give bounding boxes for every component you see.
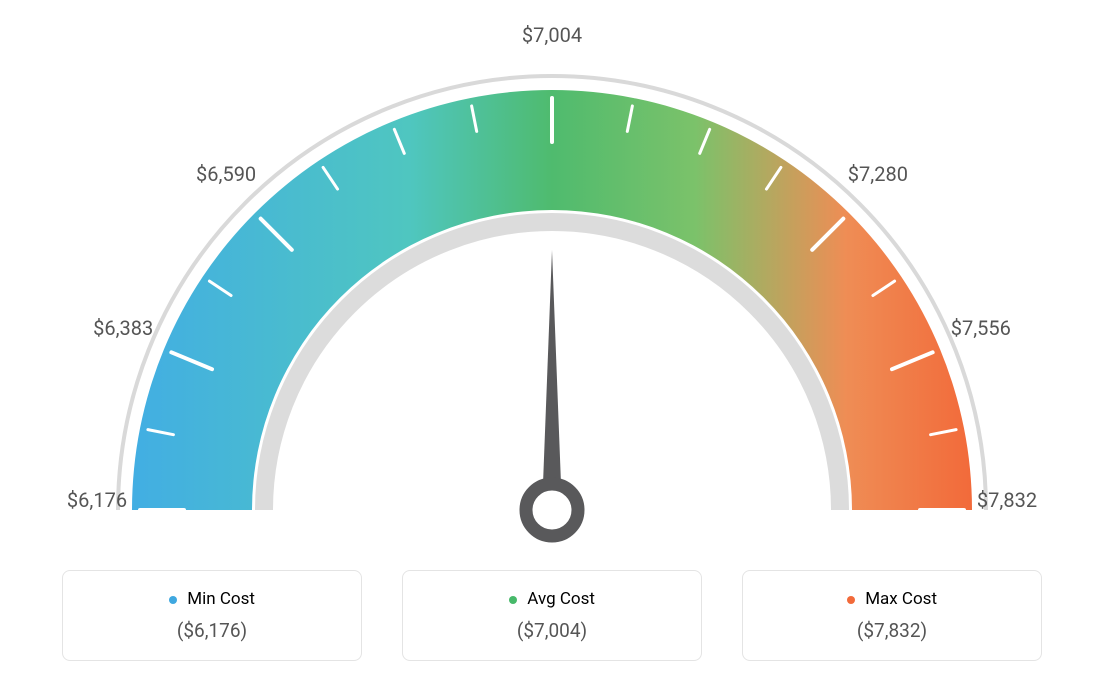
legend-label-max: Max Cost — [865, 589, 937, 609]
gauge-chart: $6,176 $6,383 $6,590 $7,004 $7,280 $7,556 $7,8… — [20, 20, 1084, 550]
legend-title-avg: Avg Cost — [427, 589, 677, 609]
legend-card-avg: Avg Cost ($7,004) — [402, 570, 702, 661]
legend-dot-max — [847, 596, 855, 604]
legend-value-min: ($6,176) — [87, 619, 337, 642]
legend-label-min: Min Cost — [187, 589, 255, 609]
legend-card-min: Min Cost ($6,176) — [62, 570, 362, 661]
gauge-tick-label: $7,556 — [951, 316, 1011, 340]
legend-dot-avg — [509, 596, 517, 604]
gauge-tick-label: $7,004 — [522, 23, 582, 47]
legend-label-avg: Avg Cost — [527, 589, 595, 609]
legend-row: Min Cost ($6,176) Avg Cost ($7,004) Max … — [20, 570, 1084, 661]
legend-dot-min — [169, 596, 177, 604]
gauge-tick-label: $6,176 — [67, 488, 127, 512]
legend-value-avg: ($7,004) — [427, 619, 677, 642]
gauge-tick-label: $6,590 — [196, 162, 256, 186]
gauge-tick-label: $6,383 — [93, 316, 153, 340]
legend-title-max: Max Cost — [767, 589, 1017, 609]
legend-title-min: Min Cost — [87, 589, 337, 609]
gauge-tick-label: $7,280 — [848, 162, 908, 186]
gauge-svg — [20, 20, 1084, 550]
legend-value-max: ($7,832) — [767, 619, 1017, 642]
gauge-tick-label: $7,832 — [977, 488, 1037, 512]
legend-card-max: Max Cost ($7,832) — [742, 570, 1042, 661]
